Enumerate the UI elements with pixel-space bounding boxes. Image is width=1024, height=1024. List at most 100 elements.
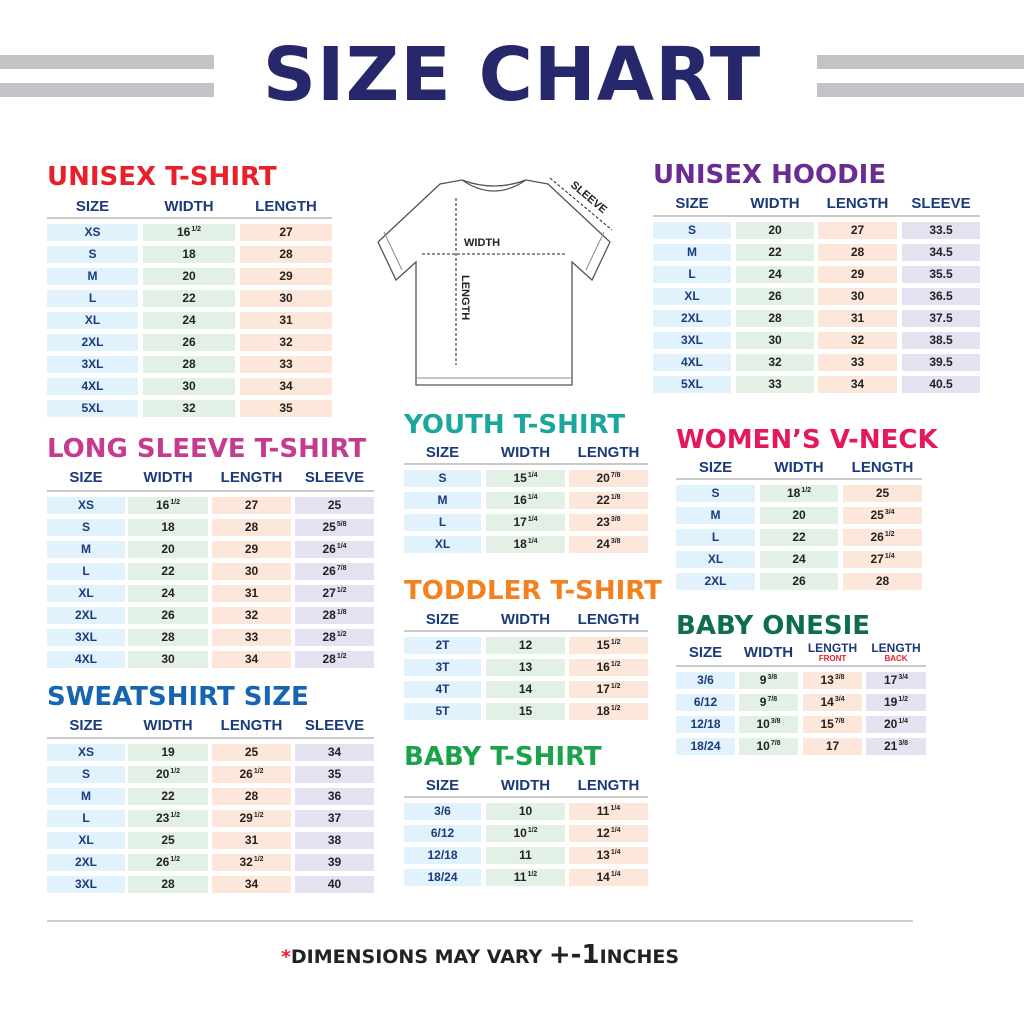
column-header-label: WIDTH [500, 444, 551, 461]
column-header: LENGTH [565, 778, 652, 794]
column-header: WIDTH [482, 612, 569, 628]
header-divider [676, 478, 922, 480]
unit: INCHES [599, 946, 680, 968]
cell-value: 32 [182, 401, 196, 415]
measurement-cell: 31 [212, 585, 291, 602]
cell-value: 26 [161, 608, 175, 622]
cell-value: 27 [244, 498, 259, 512]
cell-fraction: 1/8 [336, 609, 347, 616]
column-header-label: LENGTH [851, 459, 914, 476]
size-cell: L [653, 266, 731, 283]
measurement-cell: 261/4 [295, 541, 374, 558]
cell-value: 23 [155, 811, 170, 825]
cell-fraction: 1/2 [801, 487, 812, 494]
cell-fraction: 1/2 [191, 226, 202, 233]
youth-t-shirt-title: YOUTH T-SHIRT [404, 410, 626, 440]
cell-value: 35.5 [929, 267, 953, 281]
measurement-cell: 143/4 [803, 694, 862, 711]
size-cell: 2XL [47, 607, 125, 624]
cell-value: XS [84, 225, 101, 239]
measurement-cell: 255/8 [295, 519, 374, 536]
cell-fraction: 3/8 [610, 516, 621, 523]
cell-value: 9 [759, 695, 767, 709]
measurement-cell: 221/8 [569, 492, 648, 509]
cell-fraction: 1/4 [898, 718, 909, 725]
cell-fraction: 1/4 [884, 553, 895, 560]
measurement-cell: 32 [818, 332, 897, 349]
cell-value: 22 [161, 789, 175, 803]
measurement-cell: 28 [240, 246, 332, 263]
cell-value: 34 [850, 377, 865, 391]
cell-fraction: 3/4 [834, 696, 845, 703]
size-cell: S [653, 222, 731, 239]
cell-fraction: 1/4 [527, 516, 538, 523]
cell-value: 23 [596, 515, 610, 529]
cell-value: XL [78, 586, 94, 600]
cell-value: 11 [513, 870, 527, 884]
cell-fraction: 7/8 [770, 740, 781, 747]
measurement-cell: 17 [803, 738, 862, 755]
cell-value: 10 [513, 826, 527, 840]
cell-value: 28 [161, 877, 175, 891]
measurement-cell: 34.5 [902, 244, 980, 261]
baby-t-shirt-title: BABY T-SHIRT [404, 742, 602, 772]
cell-value: 22 [792, 530, 806, 544]
column-header: SIZE [400, 612, 485, 628]
cell-fraction: 1/2 [170, 856, 181, 863]
measurement-cell: 35.5 [902, 266, 980, 283]
cell-value: 10 [756, 739, 770, 753]
size-cell: XL [47, 312, 138, 329]
cell-value: 11 [519, 848, 532, 862]
cell-value: M [687, 245, 697, 259]
cell-value: S [81, 520, 90, 534]
measurement-cell: 25 [212, 744, 291, 761]
cell-value: L [688, 267, 696, 281]
measurement-cell: 213/8 [866, 738, 926, 755]
cell-value: 34 [244, 652, 259, 666]
cell-value: M [81, 789, 91, 803]
measurement-cell: 36.5 [902, 288, 980, 305]
measurement-cell: 20 [760, 507, 838, 524]
size-cell: M [47, 541, 125, 558]
cell-value: 33 [850, 355, 865, 369]
cell-value: 16 [513, 493, 527, 507]
cell-value: XL [684, 289, 700, 303]
cell-value: 27 [322, 586, 336, 600]
column-header-label: SIZE [425, 611, 460, 628]
column-header: SIZE [672, 645, 739, 661]
cell-value: 34.5 [929, 245, 953, 259]
measurement-cell: 29 [212, 541, 291, 558]
cell-fraction: 1/2 [170, 499, 181, 506]
cell-value: 33 [279, 357, 293, 371]
size-cell: 4T [404, 681, 481, 698]
measurement-cell: 30 [240, 290, 332, 307]
header-divider [47, 490, 374, 492]
cell-value: 20 [768, 223, 782, 237]
size-cell: M [47, 788, 125, 805]
size-cell: 6/12 [404, 825, 481, 842]
measurement-cell: 151/4 [486, 470, 565, 487]
cell-value: 3/6 [697, 673, 714, 687]
measurement-cell: 101/2 [486, 825, 565, 842]
cell-value: 2XL [74, 608, 97, 622]
measurement-cell: 18 [143, 246, 235, 263]
header-divider [47, 217, 332, 219]
cell-fraction: 3/8 [834, 674, 845, 681]
size-cell: 2XL [653, 310, 731, 327]
size-cell: 5T [404, 703, 481, 720]
cell-value: 26 [792, 574, 806, 588]
column-header: WIDTH [482, 445, 569, 461]
cell-value: L [438, 515, 447, 529]
measurement-cell: 34 [212, 876, 291, 893]
measurement-cell: 291/2 [212, 810, 291, 827]
measurement-cell: 12 [486, 637, 565, 654]
size-cell: 12/18 [676, 716, 735, 733]
length-label: LENGTH [459, 275, 471, 320]
cell-value: 32 [239, 855, 253, 869]
cell-fraction: 1/2 [253, 856, 264, 863]
size-cell: S [404, 470, 481, 487]
measurement-cell: 28 [212, 788, 291, 805]
measurement-cell: 111/4 [569, 803, 648, 820]
size-cell: XL [404, 536, 481, 553]
cell-value: 28 [850, 245, 865, 259]
